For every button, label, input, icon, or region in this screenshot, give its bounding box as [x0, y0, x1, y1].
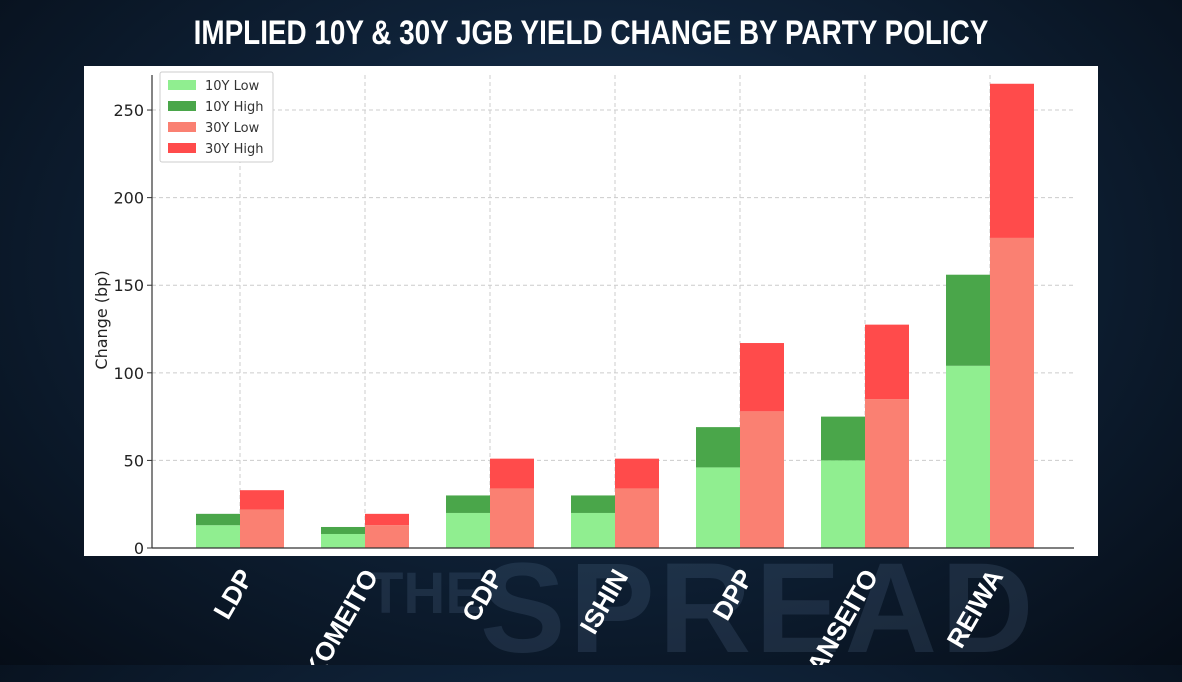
- y-tick-labels: 0 50 100 150 200 250: [113, 101, 144, 558]
- legend-label: 30Y Low: [205, 121, 260, 136]
- watermark-spread: SPREAD: [480, 537, 1038, 680]
- legend-swatch: [168, 143, 196, 153]
- bar-30y-low-ldp: [240, 509, 284, 548]
- bars: [196, 83, 1034, 548]
- x-tick-label: LDP: [207, 564, 259, 624]
- y-tick-label: 250: [113, 101, 144, 120]
- bar-30y-high-komeito: [365, 513, 409, 526]
- bar-10y-low-ldp: [196, 525, 240, 548]
- legend-label: 30Y High: [205, 142, 264, 157]
- bar-10y-high-komeito: [321, 526, 365, 534]
- bar-30y-high-cdp: [490, 458, 534, 489]
- bar-30y-low-komeito: [365, 525, 409, 548]
- bar-30y-high-ldp: [240, 490, 284, 510]
- y-tick-label: 150: [113, 276, 144, 295]
- bar-30y-low-reiwa: [990, 237, 1034, 548]
- bar-10y-high-dpp: [696, 427, 740, 468]
- y-tick-label: 50: [124, 451, 144, 470]
- legend-box: [159, 71, 274, 163]
- bar-10y-low-komeito: [321, 533, 365, 548]
- bar-10y-low-dpp: [696, 467, 740, 548]
- axes: [147, 75, 1074, 549]
- bar-10y-low-sanseito: [821, 460, 865, 548]
- x-tick-label: DPP: [706, 564, 759, 625]
- bar-10y-high-reiwa: [946, 274, 990, 366]
- bar-30y-low-cdp: [490, 488, 534, 548]
- bar-30y-high-ishin: [615, 458, 659, 489]
- bar-10y-high-ishin: [571, 495, 615, 513]
- bar-30y-low-sanseito: [865, 399, 909, 548]
- bar-30y-high-sanseito: [865, 324, 909, 400]
- x-tick-labels: LDP KOMEITO CDP ISHIN DPP SANSEITO REIWA: [207, 564, 1009, 665]
- x-tick-label: KOMEITO: [298, 564, 384, 665]
- legend: 10Y Low 10Y High 30Y Low 30Y High: [159, 71, 274, 163]
- legend-swatch: [168, 122, 196, 132]
- legend-label: 10Y High: [205, 100, 264, 115]
- y-tick-label: 0: [134, 539, 144, 558]
- bar-10y-high-cdp: [446, 495, 490, 513]
- watermark-the: THE: [368, 561, 484, 626]
- x-tick-label: CDP: [456, 564, 509, 627]
- y-tick-label: 200: [113, 189, 144, 208]
- bar-10y-low-cdp: [446, 512, 490, 548]
- bar-10y-high-ldp: [196, 513, 240, 526]
- chart: 0 50 100 150 200 250 LDP KOMEITO CDP ISHIN DPP SAN…: [92, 71, 1074, 665]
- x-tick-label: SANSEITO: [792, 564, 884, 665]
- legend-swatch: [168, 80, 196, 90]
- bar-10y-high-sanseito: [821, 416, 865, 461]
- bar-30y-low-ishin: [615, 488, 659, 548]
- y-tick-label: 100: [113, 364, 144, 383]
- x-tick-label: ISHIN: [574, 564, 635, 639]
- bar-30y-high-reiwa: [990, 83, 1034, 238]
- bar-10y-low-reiwa: [946, 365, 990, 548]
- x-tick-label: REIWA: [941, 564, 1010, 653]
- bar-10y-low-ishin: [571, 512, 615, 548]
- legend-swatch: [168, 101, 196, 111]
- y-axis-label: Change (bp): [92, 270, 111, 369]
- chart-title: IMPLIED 10Y & 30Y JGB YIELD CHANGE BY PA…: [193, 14, 989, 52]
- bar-30y-high-dpp: [740, 343, 784, 412]
- legend-label: 10Y Low: [205, 79, 260, 94]
- bar-30y-low-dpp: [740, 411, 784, 548]
